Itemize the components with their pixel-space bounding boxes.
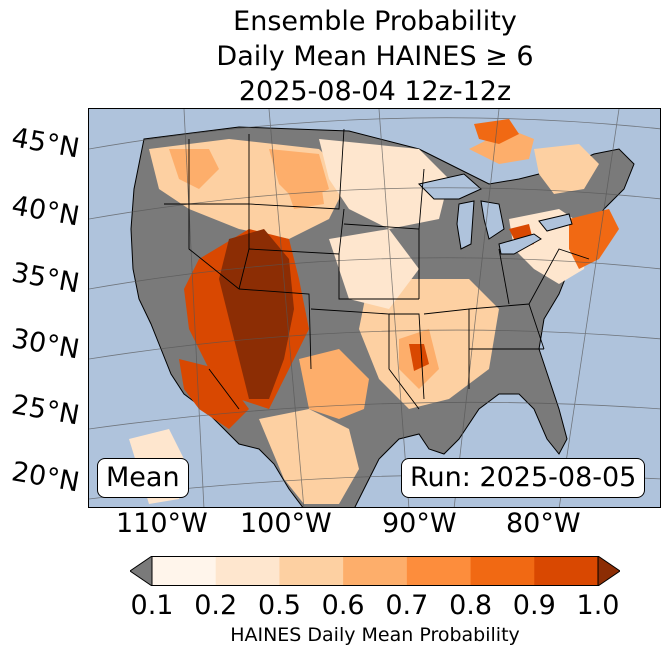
state-borders	[164, 128, 590, 410]
colorbar-over-triangle	[597, 556, 620, 586]
title-line-2: Daily Mean HAINES ≥ 6	[216, 41, 534, 72]
great-lakes	[418, 173, 573, 255]
probability-shading	[129, 119, 619, 504]
colorbar-segment	[534, 556, 599, 586]
title-line-1: Ensemble Probability	[233, 6, 517, 37]
colorbar-tick-label: 0.5	[257, 590, 301, 621]
lat-label-20: 20°N	[9, 456, 82, 499]
colorbar	[130, 556, 620, 586]
colorbar-tick-label: 0.2	[194, 590, 238, 621]
colorbar-segment	[406, 556, 472, 586]
lat-label-35: 35°N	[9, 257, 82, 300]
colorbar-tick-label: 0.1	[130, 590, 174, 621]
probability-map	[88, 108, 661, 508]
map-graphics	[89, 109, 660, 507]
colorbar-tick-label: 1.0	[576, 590, 620, 621]
colorbar-tick-label: 0.7	[385, 590, 429, 621]
lon-label-90: 90°W	[382, 508, 457, 539]
lon-label-100: 100°W	[240, 508, 332, 539]
colorbar-tick-label: 0.9	[512, 590, 556, 621]
colorbar-label: HAINES Daily Mean Probability	[230, 624, 520, 646]
lat-label-40: 40°N	[9, 190, 82, 233]
lat-label-25: 25°N	[9, 389, 82, 432]
colorbar-segment	[279, 556, 344, 586]
title-line-3: 2025-08-04 12z-12z	[238, 76, 512, 107]
colorbar-segment	[215, 556, 280, 586]
graticule	[89, 109, 660, 507]
colorbar-segment	[152, 556, 217, 586]
colorbar-tick-label: 0.8	[449, 590, 493, 621]
colorbar-segment	[470, 556, 535, 586]
lon-label-110: 110°W	[116, 508, 208, 539]
lat-label-45: 45°N	[9, 122, 82, 165]
colorbar-segment	[343, 556, 408, 586]
lon-label-80: 80°W	[506, 508, 581, 539]
mean-label: Mean	[97, 458, 189, 498]
lat-label-30: 30°N	[9, 323, 82, 366]
run-date-label: Run: 2025-08-05	[401, 458, 646, 498]
colorbar-tick-label: 0.6	[321, 590, 365, 621]
colorbar-under-triangle	[130, 556, 153, 586]
colorbar-frame	[151, 556, 599, 586]
